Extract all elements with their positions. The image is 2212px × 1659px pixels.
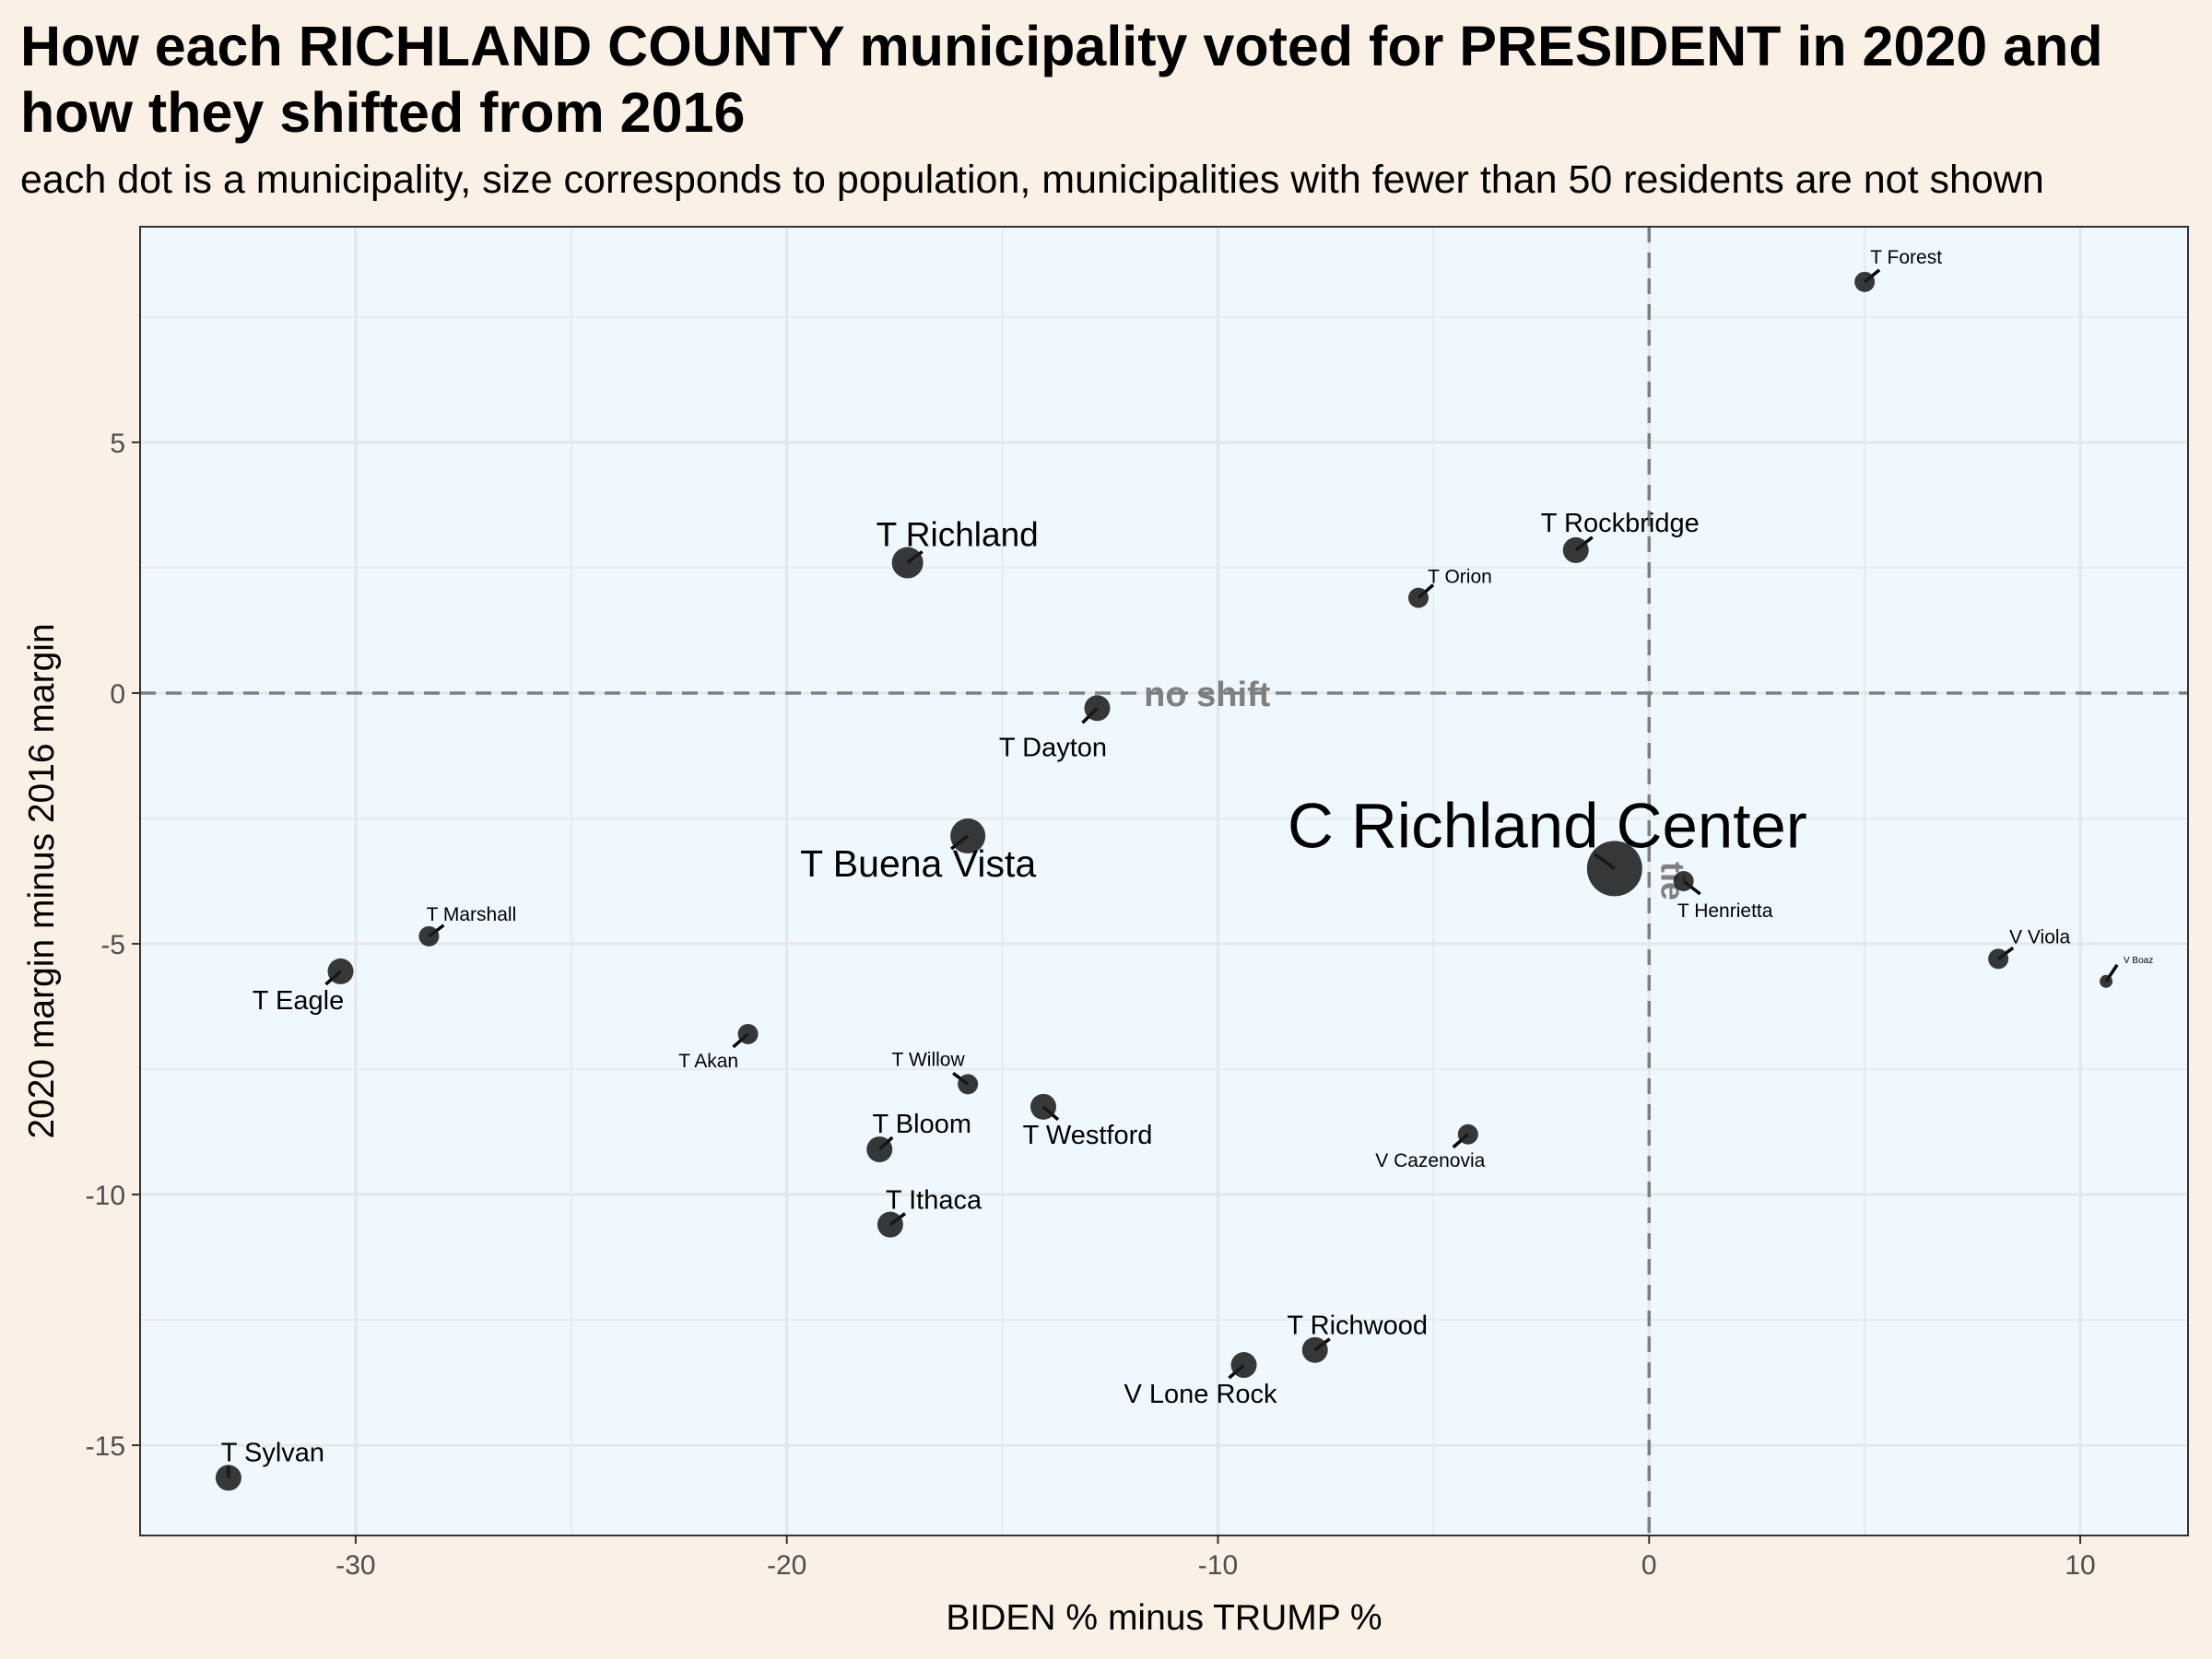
chart-title: How each RICHLAND COUNTY municipality vo… [20, 15, 2103, 144]
point-label: V Viola [2009, 926, 2070, 947]
data-point [737, 1023, 759, 1044]
point-label: T Henrietta [1677, 900, 1773, 922]
point-label: T Ithaca [886, 1186, 982, 1216]
point-label: C Richland Center [1288, 790, 1807, 861]
point-label: T Eagle [253, 986, 344, 1016]
x-tick-label: -10 [1198, 1550, 1238, 1581]
data-point [1988, 948, 2009, 970]
point-label: T Rockbridge [1541, 509, 1700, 538]
x-tick-label: -20 [767, 1550, 806, 1581]
y-tick-label: 0 [110, 679, 125, 710]
minor-gridlines [139, 227, 2188, 1535]
plot-panel [140, 227, 2188, 1535]
y-tick-label: -10 [86, 1181, 125, 1211]
data-point [1586, 841, 1642, 897]
data-point [1301, 1336, 1328, 1363]
data-point [1407, 587, 1429, 608]
data-point [1457, 1124, 1478, 1145]
data-point [1084, 695, 1111, 722]
point-label: T Richwood [1287, 1312, 1428, 1341]
data-point [2100, 974, 2113, 988]
point-label: T Akan [678, 1051, 738, 1072]
point-label: T Buena Vista [800, 842, 1036, 885]
point-label: T Orion [1428, 567, 1492, 588]
data-point [418, 925, 440, 947]
point-label: T Willow [892, 1049, 966, 1070]
point-label: T Forest [1870, 247, 1942, 268]
data-point [866, 1136, 893, 1163]
x-tick-label: 0 [1641, 1550, 1657, 1581]
data-point [1030, 1093, 1057, 1120]
data-point [891, 547, 924, 579]
chart-subtitle: each dot is a municipality, size corresp… [20, 158, 2044, 202]
data-point [1854, 271, 1876, 292]
point-label: V Cazenovia [1375, 1150, 1485, 1171]
no-shift-label: no shift [1144, 676, 1271, 714]
x-tick-label: 10 [2065, 1550, 2095, 1581]
point-label: V Boaz [2124, 956, 2153, 966]
data-point [877, 1211, 903, 1238]
y-tick-label: 5 [110, 429, 125, 459]
x-tick-label: -30 [335, 1550, 375, 1581]
axis-ticks: -30 -20 -10 0 10 -15 -10 -5 0 5 [86, 429, 2096, 1581]
point-label: T Sylvan [221, 1438, 324, 1467]
data-point [215, 1465, 241, 1491]
y-tick-label: -5 [100, 930, 125, 960]
y-axis-title: 2020 margin minus 2016 margin [22, 623, 62, 1138]
data-points [215, 271, 2113, 1491]
plot-border [139, 226, 2189, 1536]
data-point [950, 818, 986, 854]
data-point [1230, 1352, 1257, 1379]
data-point [327, 958, 354, 984]
y-tick-label: -15 [86, 1431, 125, 1462]
point-labels: T Forest T Rockbridge T Orion T Richland T D… [221, 247, 2153, 1468]
data-point [1562, 536, 1589, 563]
point-label: T Dayton [999, 733, 1107, 762]
point-label: T Bloom [873, 1110, 971, 1139]
point-label: T Westford [1023, 1121, 1153, 1150]
data-point [1673, 871, 1694, 891]
x-axis-title: BIDEN % minus TRUMP % [946, 1598, 1382, 1638]
point-label: T Richland [877, 516, 1039, 554]
point-label: V Lone Rock [1124, 1380, 1278, 1409]
point-label: T Marshall [427, 904, 517, 925]
data-point [958, 1074, 979, 1095]
